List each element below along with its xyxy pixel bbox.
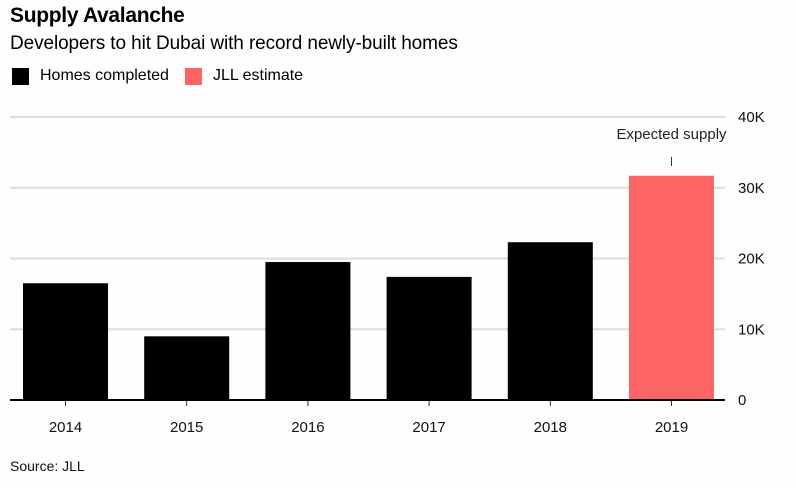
- y-tick-label: 20K: [738, 251, 765, 268]
- chart-title: Supply Avalanche: [10, 4, 185, 27]
- y-tick-label: 40K: [738, 109, 765, 126]
- y-tick-label: 10K: [738, 321, 765, 338]
- legend-label-jll-estimate: JLL estimate: [212, 67, 304, 84]
- x-tick-label: 2017: [412, 419, 445, 436]
- bar-2015: [144, 336, 230, 400]
- y-tick-label: 0: [738, 392, 746, 409]
- source-note: Source: JLL: [10, 458, 85, 474]
- legend-label-homes-completed: Homes completed: [40, 67, 169, 84]
- chart-subtitle: Developers to hit Dubai with record newl…: [10, 33, 458, 54]
- legend-swatch-homes-completed: [12, 67, 29, 85]
- bar-2017: [386, 276, 472, 400]
- bar-2018: [507, 242, 593, 400]
- annotation-label: Expected supply: [616, 126, 727, 143]
- bar-2014: [23, 283, 108, 400]
- legend: Homes completed JLL estimate: [12, 67, 319, 85]
- x-tick-label: 2015: [170, 419, 203, 436]
- bar-2016: [265, 262, 351, 400]
- x-tick-label: 2014: [49, 419, 82, 436]
- y-tick-label: 30K: [738, 180, 765, 197]
- x-tick-label: 2016: [291, 419, 324, 436]
- x-tick-label: 2018: [534, 419, 567, 436]
- legend-swatch-jll-estimate: [184, 67, 202, 85]
- legend-item-homes-completed: Homes completed: [12, 67, 169, 85]
- bar-2019: [629, 175, 714, 400]
- legend-item-jll-estimate: JLL estimate: [184, 67, 304, 85]
- x-tick-label: 2019: [655, 419, 688, 436]
